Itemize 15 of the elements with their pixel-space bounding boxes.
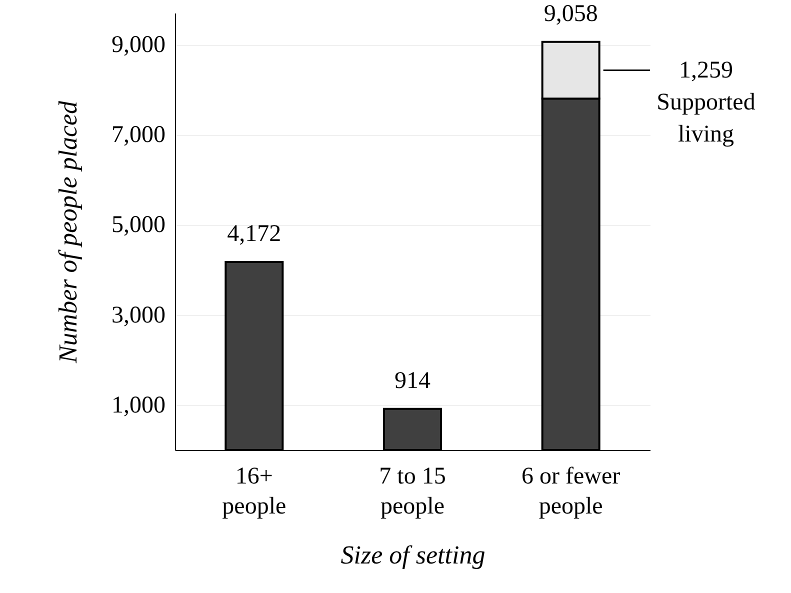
y-tick-label: 9,000: [112, 32, 166, 58]
x-axis-title: Size of setting: [340, 540, 486, 570]
y-tick-label: 3,000: [112, 302, 166, 328]
x-tick-label: 16+ people: [222, 464, 286, 520]
data-label: 1,259: [679, 57, 733, 84]
x-tick-label: 7 to 15 people: [379, 464, 446, 520]
y-tick-label: 1,000: [112, 392, 166, 418]
total-label: 4,172: [227, 221, 282, 248]
y-tick-label: 7,000: [112, 122, 166, 148]
text: Supported living: [656, 89, 756, 148]
total-label: 914: [394, 368, 430, 394]
y-tick-label: 5,000: [112, 212, 166, 238]
x-tick-label: 6 or fewer people: [522, 464, 620, 520]
total-label: 9,058: [544, 0, 598, 27]
y-axis-title: Number of people placed: [54, 100, 82, 364]
